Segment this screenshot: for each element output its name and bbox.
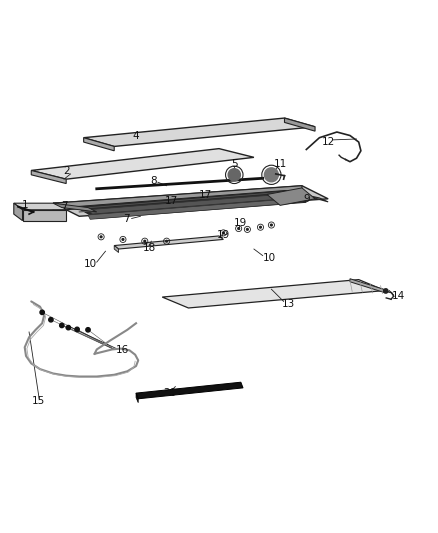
- Circle shape: [271, 224, 272, 226]
- Polygon shape: [285, 190, 328, 202]
- Text: 17: 17: [165, 196, 178, 206]
- Circle shape: [49, 318, 53, 322]
- Polygon shape: [285, 118, 315, 131]
- Circle shape: [223, 232, 224, 234]
- Polygon shape: [162, 280, 385, 308]
- Polygon shape: [14, 203, 66, 210]
- Text: 20: 20: [163, 388, 177, 398]
- Text: 9: 9: [303, 194, 310, 204]
- Polygon shape: [75, 190, 306, 219]
- Text: 10: 10: [84, 260, 97, 269]
- Polygon shape: [88, 195, 285, 214]
- Polygon shape: [136, 393, 138, 403]
- Text: 12: 12: [321, 136, 335, 147]
- Polygon shape: [84, 138, 114, 151]
- Circle shape: [384, 289, 388, 293]
- Circle shape: [260, 227, 261, 228]
- Polygon shape: [31, 149, 254, 179]
- Text: 11: 11: [273, 159, 287, 169]
- Polygon shape: [22, 210, 66, 221]
- Polygon shape: [14, 203, 22, 221]
- Text: 15: 15: [32, 396, 45, 406]
- Text: 16: 16: [116, 345, 129, 356]
- Polygon shape: [114, 246, 119, 253]
- Text: 17: 17: [198, 190, 212, 200]
- Polygon shape: [114, 236, 223, 249]
- Text: 14: 14: [392, 291, 405, 301]
- Text: 7: 7: [123, 214, 129, 224]
- Circle shape: [144, 240, 146, 242]
- Polygon shape: [53, 185, 302, 211]
- Polygon shape: [84, 118, 315, 147]
- Circle shape: [122, 239, 124, 240]
- Circle shape: [166, 240, 167, 242]
- Text: 4: 4: [133, 131, 139, 141]
- Circle shape: [86, 328, 90, 332]
- Polygon shape: [267, 188, 315, 205]
- Circle shape: [100, 236, 102, 238]
- Polygon shape: [88, 200, 283, 220]
- Circle shape: [60, 323, 64, 328]
- Text: 8: 8: [150, 176, 157, 187]
- Circle shape: [66, 326, 71, 330]
- Text: 5: 5: [231, 159, 237, 169]
- Polygon shape: [53, 185, 328, 216]
- Text: 18: 18: [142, 243, 156, 253]
- Circle shape: [228, 169, 240, 181]
- Circle shape: [265, 168, 279, 182]
- Circle shape: [40, 310, 44, 314]
- Text: 19: 19: [217, 230, 230, 240]
- Text: 2: 2: [63, 166, 70, 176]
- Polygon shape: [136, 382, 243, 399]
- Text: 13: 13: [281, 298, 295, 309]
- Circle shape: [238, 228, 240, 229]
- Text: 1: 1: [21, 199, 28, 209]
- Polygon shape: [31, 171, 66, 183]
- Text: 10: 10: [263, 253, 276, 263]
- Polygon shape: [350, 279, 385, 293]
- Circle shape: [75, 327, 79, 332]
- Circle shape: [247, 229, 248, 230]
- Polygon shape: [53, 203, 97, 212]
- Text: 19: 19: [234, 218, 247, 228]
- Text: 7: 7: [62, 201, 68, 211]
